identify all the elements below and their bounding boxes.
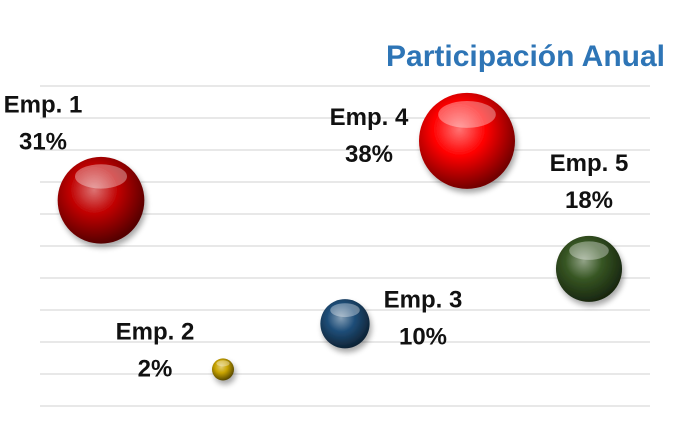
chart-title: Participación Anual [386, 40, 665, 73]
bubble-highlight [569, 241, 609, 260]
bubble-emp-3 [320, 299, 370, 349]
data-label-value: 2% [138, 355, 173, 382]
data-label-name: Emp. 2 [116, 318, 195, 345]
data-label-name: Emp. 1 [4, 91, 83, 118]
data-labels: Emp. 1 31% Emp. 2 2% Emp. 3 10% Emp. 4 38% Emp. … [4, 91, 629, 382]
data-label-name: Emp. 4 [330, 104, 409, 131]
bubble-highlight [330, 303, 360, 318]
data-label-value: 31% [19, 128, 67, 155]
bubbles [57, 92, 623, 381]
bubble-emp-5 [555, 235, 623, 302]
data-label-name: Emp. 5 [550, 150, 629, 177]
bubble-emp-4 [419, 92, 515, 189]
bubble-highlight [74, 164, 128, 189]
bubble-emp-2 [211, 358, 235, 381]
data-label-name: Emp. 3 [384, 287, 463, 314]
data-label-value: 10% [399, 324, 447, 351]
bubble-highlight [438, 101, 496, 128]
data-label-value: 38% [345, 141, 393, 168]
gridlines [40, 85, 650, 407]
bubble-emp-1 [57, 156, 145, 244]
data-label-value: 18% [565, 187, 613, 214]
bubble-highlight [216, 360, 230, 367]
